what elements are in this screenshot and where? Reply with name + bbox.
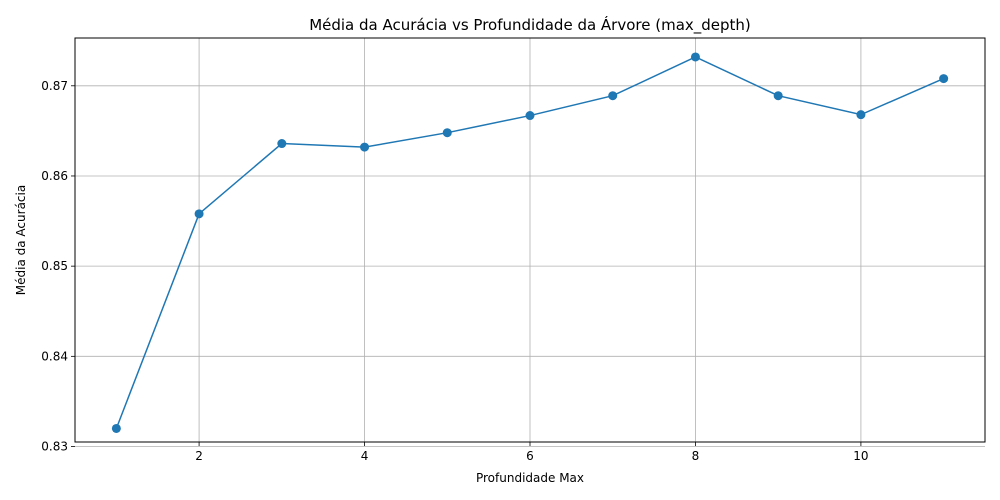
- y-tick-label: 0.83: [41, 440, 68, 454]
- data-point: [442, 128, 452, 138]
- chart-title: Média da Acurácia vs Profundidade da Árv…: [309, 15, 751, 35]
- data-point: [360, 142, 370, 152]
- x-axis-label: Profundidade Max: [476, 471, 584, 485]
- y-axis-ticks: 0.83 0.84 0.85 0.86 0.87: [41, 79, 75, 454]
- y-axis-label: Média da Acurácia: [14, 185, 28, 295]
- data-point: [773, 91, 783, 101]
- data-point: [856, 110, 866, 120]
- data-point: [525, 111, 535, 121]
- series-markers: [111, 52, 949, 433]
- x-axis-ticks: 2 4 6 8 10: [195, 442, 869, 463]
- data-point: [608, 91, 618, 101]
- y-tick-label: 0.85: [41, 259, 68, 273]
- grid: [75, 38, 985, 447]
- x-tick-label: 2: [195, 449, 203, 463]
- data-point: [194, 209, 204, 219]
- data-point: [939, 74, 949, 84]
- data-point: [277, 139, 287, 149]
- y-tick-label: 0.86: [41, 169, 68, 183]
- data-point: [111, 423, 121, 433]
- x-tick-label: 10: [853, 449, 868, 463]
- data-point: [690, 52, 700, 62]
- x-tick-label: 6: [526, 449, 534, 463]
- y-tick-label: 0.84: [41, 349, 68, 363]
- x-tick-label: 4: [361, 449, 369, 463]
- y-tick-label: 0.87: [41, 79, 68, 93]
- x-tick-label: 8: [692, 449, 700, 463]
